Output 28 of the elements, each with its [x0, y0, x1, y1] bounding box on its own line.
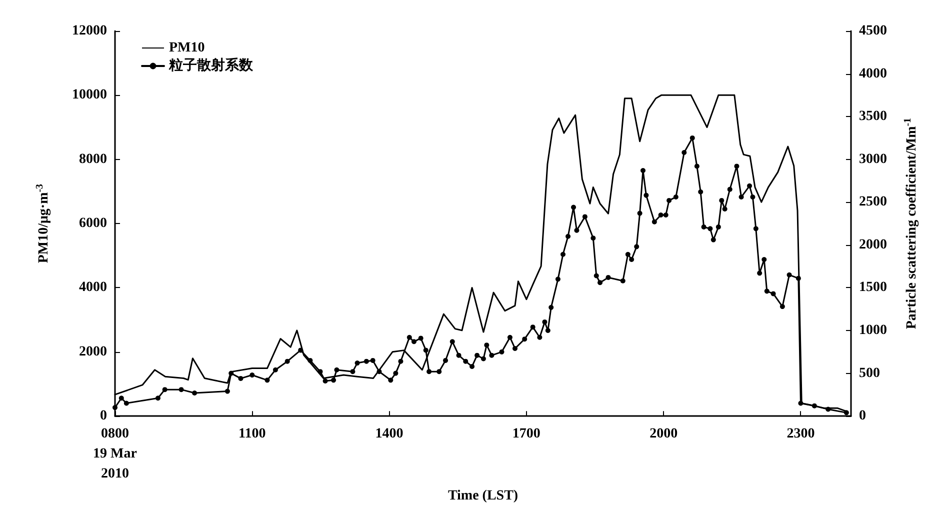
y2-tick-label: 3500 [859, 109, 887, 124]
y2-tick-label: 1500 [859, 280, 887, 296]
y2-tick-label: 0 [859, 408, 866, 424]
x-axis-title: Time (LST) [448, 488, 518, 504]
y-tick-label: 4000 [79, 280, 107, 296]
x-tick-label: 1400 [375, 426, 404, 442]
y2-tick-label: 4000 [859, 66, 887, 82]
y2-tick-label: 3000 [859, 152, 887, 167]
y2-axis-title: Particle scattering coefficient/Mm-1 [902, 118, 920, 330]
x-tick-label: 2300 [786, 426, 815, 442]
y-tick-label: 12000 [72, 24, 107, 38]
y-tick-label: 10000 [72, 88, 107, 103]
x-tick-label: 0800 19 Mar 2010 [93, 426, 137, 482]
y-tick-label: 6000 [79, 216, 107, 232]
x-tick-label: 2000 [650, 426, 678, 442]
y-tick-label: 8000 [79, 152, 107, 167]
legend-label: PM10 [169, 40, 205, 56]
legend-label: 粒子散射系数 [168, 58, 254, 74]
y2-tick-label: 2000 [859, 237, 887, 252]
y-tick-label: 0 [100, 408, 107, 424]
y2-tick-label: 500 [859, 366, 880, 381]
x-tick-label: 1100 [238, 426, 266, 442]
x-tick-label: 1700 [512, 426, 540, 442]
y2-tick-label: 2500 [859, 194, 887, 210]
y-axis-title: PM10/μg·m-3 [34, 184, 52, 264]
y2-tick-label: 4500 [859, 24, 887, 38]
y-tick-label: 2000 [79, 344, 107, 360]
y2-tick-label: 1000 [859, 323, 887, 338]
